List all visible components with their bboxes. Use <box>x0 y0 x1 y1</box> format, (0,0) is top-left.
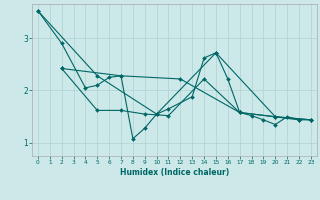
X-axis label: Humidex (Indice chaleur): Humidex (Indice chaleur) <box>120 168 229 177</box>
